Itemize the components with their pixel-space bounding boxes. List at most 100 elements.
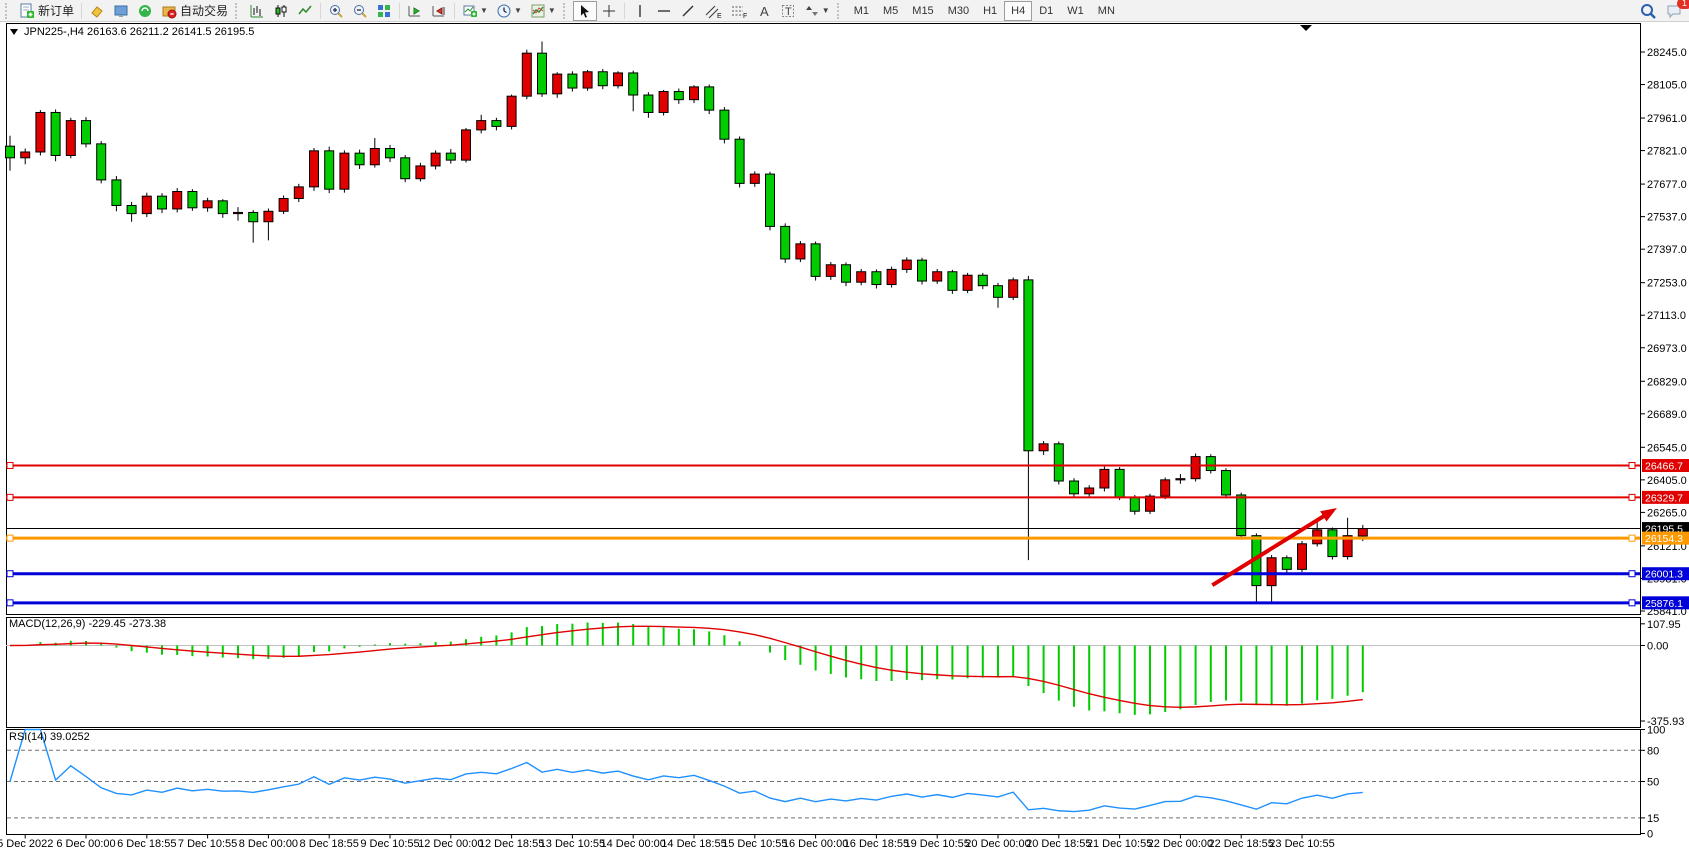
fibonacci-tool-button[interactable]: F xyxy=(726,1,752,21)
bar-chart-mode-button[interactable] xyxy=(245,1,269,21)
line-handle[interactable] xyxy=(1628,493,1636,501)
text-label-tool-button[interactable]: T xyxy=(776,1,800,21)
timeframe-d1-button[interactable]: D1 xyxy=(1039,4,1054,17)
new-order-button[interactable]: 新订单 xyxy=(15,1,78,21)
trend-arrow[interactable] xyxy=(1211,511,1330,587)
zoom-in-button[interactable] xyxy=(324,1,348,21)
arrows-icon xyxy=(805,5,818,16)
text-tool-button[interactable]: A xyxy=(752,1,776,21)
timeframe-w1-button[interactable]: W1 xyxy=(1067,4,1084,17)
price-axis-label: 27821.0 xyxy=(1647,146,1687,158)
candle xyxy=(1342,535,1353,558)
autotrading-button[interactable]: 自动交易 xyxy=(157,1,232,21)
timeframe-m5-button[interactable]: M5 xyxy=(883,4,899,17)
price-tag xyxy=(1642,459,1689,473)
indicators-button[interactable]: ▼ xyxy=(526,1,560,21)
horizontal-line-tool-button[interactable] xyxy=(652,1,676,21)
line-handle[interactable] xyxy=(6,462,14,470)
trendline-tool-button[interactable] xyxy=(676,1,700,21)
line-handle[interactable] xyxy=(6,534,14,542)
time-axis-label: 14 Dec 00:00 xyxy=(600,838,665,850)
macd-signal-line xyxy=(9,625,1363,709)
candle xyxy=(917,259,927,282)
candle xyxy=(172,191,183,210)
chevron-down-icon: ▼ xyxy=(513,6,522,15)
candle xyxy=(491,120,502,127)
quick-trade-arrow-icon[interactable] xyxy=(1300,25,1312,31)
separator xyxy=(623,2,625,19)
price-tag xyxy=(1642,567,1689,581)
candle xyxy=(1008,279,1019,298)
candle xyxy=(795,243,806,260)
timeframe-mn-button[interactable]: MN xyxy=(1097,4,1115,17)
timeframe-h4-button[interactable]: H4 xyxy=(1004,0,1033,21)
bar-chart-icon xyxy=(250,4,264,17)
line-handle[interactable] xyxy=(1628,570,1636,578)
chart-shift-button[interactable] xyxy=(427,1,451,21)
price-axis-label: 27537.0 xyxy=(1647,212,1687,224)
time-axis-label: 16 Dec 00:00 xyxy=(783,838,848,850)
tile-windows-icon xyxy=(378,4,391,17)
price-axis-label: 26829.0 xyxy=(1647,376,1687,388)
trend-arrow-head[interactable] xyxy=(1320,507,1337,522)
candle xyxy=(339,152,350,190)
candle xyxy=(1114,468,1125,498)
line-handle[interactable] xyxy=(1628,599,1636,607)
periods-button[interactable]: ▼ xyxy=(492,1,526,21)
new-chart-button[interactable]: ▼ xyxy=(458,1,492,21)
zoom-out-button[interactable] xyxy=(348,1,372,21)
line-handle[interactable] xyxy=(6,570,14,578)
symbol-dropdown-icon[interactable] xyxy=(10,29,18,35)
candle xyxy=(765,173,775,227)
line-handle[interactable] xyxy=(1628,534,1636,542)
candle xyxy=(643,94,654,113)
monitor-icon xyxy=(114,5,128,17)
crosshair-tool-button[interactable] xyxy=(597,1,621,21)
price-chart-svg[interactable]: 28245.0 28105.0 27961.0 27821.0 27677.0 27537… xyxy=(0,22,1689,858)
depth-of-market-button[interactable] xyxy=(109,1,133,21)
chart-window[interactable]: 28245.0 28105.0 27961.0 27821.0 27677.0 27537… xyxy=(0,22,1689,858)
candle xyxy=(1205,456,1216,472)
candlestick-mode-button[interactable] xyxy=(269,1,293,21)
candle xyxy=(1038,443,1049,452)
time-axis-label: 15 Dec 10:55 xyxy=(722,838,787,850)
candle xyxy=(1297,543,1307,570)
timeframe-m1-button[interactable]: M1 xyxy=(853,4,869,17)
price-axis-label: 27677.0 xyxy=(1647,179,1687,191)
line-chart-mode-button[interactable] xyxy=(293,1,317,21)
text-a-icon: A xyxy=(760,4,769,19)
cursor-tool-button[interactable] xyxy=(572,0,597,21)
price-tag-label: 26154.3 xyxy=(1645,533,1683,545)
notifications-button[interactable]: 1 xyxy=(1661,0,1689,21)
line-handle[interactable] xyxy=(1628,462,1636,470)
candle xyxy=(597,71,608,87)
vertical-line-tool-button[interactable] xyxy=(628,1,652,21)
auto-scroll-button[interactable] xyxy=(403,1,427,21)
line-chart-icon xyxy=(298,5,312,14)
arrows-tool-button[interactable]: ▼ xyxy=(800,1,834,21)
trendline-icon xyxy=(682,5,694,16)
macd-panel[interactable] xyxy=(6,617,1641,728)
candle xyxy=(658,91,669,113)
line-handle[interactable] xyxy=(6,493,14,501)
timeframe-m30-button[interactable]: M30 xyxy=(947,4,970,17)
equidistant-channel-tool-button[interactable]: E xyxy=(700,1,726,21)
price-axis-label: 28245.0 xyxy=(1647,47,1687,59)
price-axis-label: 26545.0 xyxy=(1647,442,1687,454)
line-handle[interactable] xyxy=(6,599,14,607)
market-watch-button[interactable] xyxy=(133,1,157,21)
search-button[interactable] xyxy=(1635,1,1661,21)
timeframe-h1-button[interactable]: H1 xyxy=(983,4,998,17)
eraser-button[interactable] xyxy=(85,1,109,21)
candle xyxy=(704,86,715,111)
main-chart-panel[interactable] xyxy=(6,23,1641,615)
candlestick-icon xyxy=(275,4,287,17)
time-axis-label: 19 Dec 10:55 xyxy=(904,838,969,850)
zoom-in-icon xyxy=(330,4,343,18)
time-axis-label: 22 Dec 18:55 xyxy=(1208,838,1273,850)
timeframe-m15-button[interactable]: M15 xyxy=(912,4,934,17)
candle xyxy=(324,150,335,190)
time-axis-label: 23 Dec 10:55 xyxy=(1269,838,1334,850)
candle xyxy=(582,71,593,89)
tile-windows-button[interactable] xyxy=(372,1,396,21)
